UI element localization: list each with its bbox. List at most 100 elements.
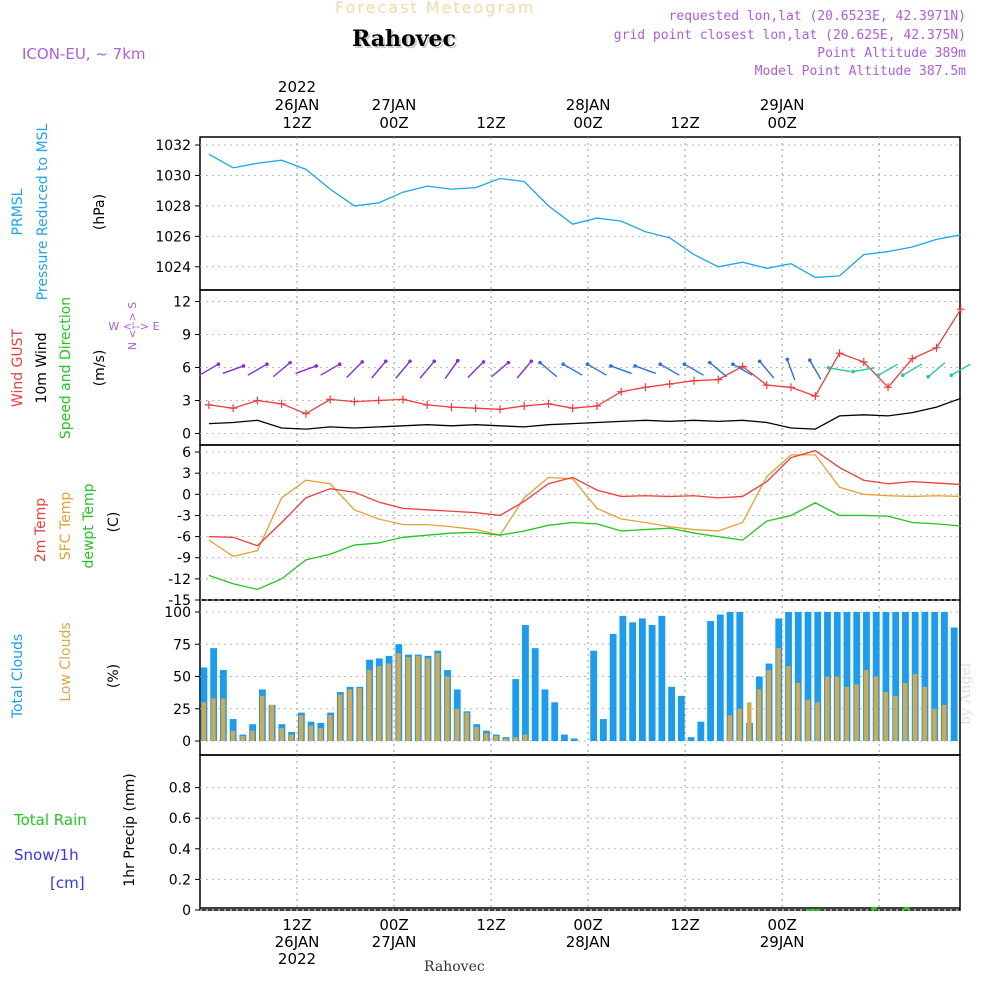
y-tick-label: 0.2 <box>169 872 191 888</box>
wind-direction-arrow <box>222 365 244 375</box>
bottom-time-label: 00Z <box>379 916 408 934</box>
wind-gust-line-marker <box>714 375 723 384</box>
wind-direction-arrow <box>786 359 796 381</box>
low-cloud-bar <box>873 676 879 741</box>
low-cloud-bar <box>250 730 255 741</box>
wind-direction-arrow <box>852 367 875 373</box>
low-cloud-bar <box>834 676 840 741</box>
wind-gust-line-marker <box>495 405 504 414</box>
wind-gust-line-marker <box>956 305 965 314</box>
total-cloud-bar <box>522 624 529 741</box>
clouds-unit: (%) <box>106 664 122 688</box>
pressure-line <box>208 153 961 279</box>
total-clouds-label: Total Clouds <box>10 634 26 719</box>
y-tick-label: -3 <box>177 508 191 524</box>
total-cloud-bar <box>512 679 520 741</box>
low-cloud-bar <box>308 725 314 741</box>
wind-arrow-head <box>731 362 735 367</box>
wind-direction-arrow <box>587 363 607 376</box>
y-tick-label: 0.8 <box>169 781 191 797</box>
top-time-label: 12Z <box>476 114 505 132</box>
wind-arrow-head <box>785 357 790 362</box>
rain-bar <box>814 908 821 911</box>
wind-direction-arrow <box>467 361 484 378</box>
rain-bar <box>871 906 878 910</box>
requested-coords: requested lon,lat (20.6523E, 42.3971N) <box>668 9 966 24</box>
wind-direction-arrow <box>444 360 459 380</box>
total-cloud-bar <box>531 648 539 741</box>
low-cloud-bar <box>435 653 440 741</box>
total-cloud-bar <box>921 612 929 741</box>
wind-arrow-head <box>529 359 534 364</box>
y-tick-label: 25 <box>173 702 191 718</box>
wind-direction-arrow <box>295 365 317 375</box>
sfc-temp-label: SFC Temp <box>58 492 74 561</box>
wind-gust-line-marker <box>520 402 529 410</box>
wind-direction-arrow <box>927 362 946 378</box>
y-tick-label: -12 <box>168 572 191 588</box>
wind-direction-arrow <box>684 363 704 376</box>
wind-gust-line <box>208 308 962 415</box>
total-cloud-bar <box>853 612 861 741</box>
y-tick-label: 75 <box>173 637 191 653</box>
wind-arrow-head <box>265 362 269 367</box>
wind-gust-line-marker <box>908 354 917 363</box>
low-cloud-bar <box>211 698 216 741</box>
wind-arrow-head <box>561 362 565 367</box>
total-cloud-bar <box>716 614 724 741</box>
y-tick-label: 1026 <box>155 229 191 245</box>
low-cloud-bar <box>328 715 333 741</box>
wind-arrow-head <box>360 360 365 364</box>
y-tick-label: -6 <box>177 530 191 546</box>
y-tick-label: 0.4 <box>169 842 191 858</box>
low-cloud-bar <box>396 653 401 741</box>
low-cloud-bar <box>220 698 226 741</box>
wind-direction-arrow <box>709 362 728 378</box>
total-cloud-bar <box>941 612 948 741</box>
top-time-label: 00Z <box>379 114 408 132</box>
low-cloud-bar <box>523 734 528 741</box>
bottom-time-label: 12Z <box>282 916 311 934</box>
low-cloud-bar <box>864 670 869 741</box>
wind-direction-arrow <box>809 359 822 380</box>
footer-location: Rahovec <box>424 959 485 975</box>
bottom-time-label: 2022 <box>278 950 316 968</box>
low-cloud-bar <box>815 702 820 741</box>
total-cloud-bar <box>931 612 939 741</box>
wind-arrow-head <box>538 360 542 365</box>
y-tick-label: 9 <box>182 328 191 344</box>
wind-arrow-head <box>337 362 342 367</box>
wind-gust-line-marker <box>326 395 335 404</box>
low-cloud-bar <box>201 702 206 741</box>
wind-arrow-head <box>609 364 613 368</box>
total-cloud-bar <box>843 612 851 741</box>
y-tick-label: 6 <box>182 445 191 461</box>
low-cloud-bar <box>737 708 742 741</box>
low-cloud-bar <box>893 695 898 741</box>
total-cloud-bar <box>658 615 666 741</box>
wind-arrow-head <box>408 359 412 364</box>
wind-gust-line-marker <box>447 403 456 412</box>
wind-arrow-head <box>807 358 812 362</box>
low-cloud-bar <box>240 735 245 741</box>
low-cloud-bar <box>912 673 918 741</box>
wind-direction-arrow <box>539 362 558 378</box>
location-title: Rahovec <box>352 26 456 52</box>
low-cloud-bar <box>415 655 421 741</box>
low-cloud-bar <box>503 738 508 741</box>
low-cloud-bar <box>289 734 294 741</box>
y-tick-label: 12 <box>173 295 191 311</box>
low-cloud-bar <box>386 663 392 741</box>
wind-arrow-head <box>432 359 437 364</box>
low-cloud-bar <box>922 686 927 741</box>
wind-direction-arrow <box>395 360 411 379</box>
banner-title: Forecast Meteogram <box>335 0 536 17</box>
y-tick-label: -9 <box>177 551 191 567</box>
y-tick-label: 100 <box>164 605 191 621</box>
wind-direction-arrow <box>950 363 971 376</box>
top-time-label: 00Z <box>573 114 602 132</box>
y-tick-label: 3 <box>182 394 191 410</box>
wind-gust-line-marker <box>884 383 893 392</box>
wind-direction-arrow <box>491 362 509 378</box>
low-cloud-bar <box>844 686 849 741</box>
